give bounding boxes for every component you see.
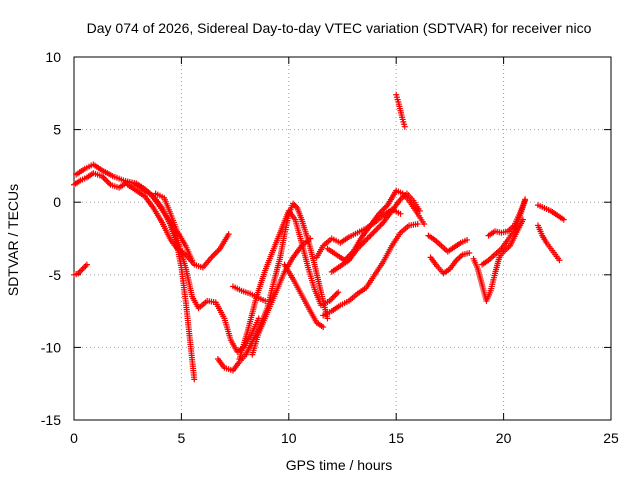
data-point bbox=[363, 236, 370, 243]
data-point bbox=[373, 226, 380, 233]
data-point bbox=[374, 225, 381, 232]
data-point bbox=[82, 263, 89, 270]
series-arc-d bbox=[152, 190, 196, 264]
data-point bbox=[307, 235, 314, 242]
data-point bbox=[332, 292, 339, 299]
y-tick-label: -10 bbox=[41, 339, 61, 355]
data-point bbox=[189, 257, 196, 264]
data-point bbox=[376, 223, 383, 230]
y-tick-label: 10 bbox=[45, 49, 61, 65]
series-arc-n bbox=[393, 91, 408, 130]
x-axis-label: GPS time / hours bbox=[286, 457, 393, 473]
y-tick-label: -15 bbox=[41, 412, 61, 428]
y-tick-label: 0 bbox=[53, 194, 61, 210]
data-series bbox=[71, 91, 567, 383]
data-point bbox=[83, 261, 90, 268]
series-arc-c bbox=[124, 181, 232, 271]
data-point bbox=[81, 264, 88, 271]
series-arc-t bbox=[534, 202, 567, 223]
data-point bbox=[401, 123, 408, 130]
series-arc-i bbox=[281, 261, 327, 331]
grid bbox=[74, 57, 611, 420]
data-point bbox=[209, 252, 216, 259]
axis-ticks: 0 5 10 15 20 25 -15 -10 -5 0 5 10 bbox=[41, 49, 619, 446]
data-point bbox=[329, 295, 336, 302]
series-arc-b bbox=[73, 161, 262, 355]
y-tick-label: -5 bbox=[49, 267, 62, 283]
chart-title: Day 074 of 2026, Sidereal Day-to-day VTE… bbox=[87, 20, 592, 36]
series-arc-u bbox=[534, 222, 563, 264]
data-point bbox=[324, 315, 331, 322]
series-arc-q bbox=[470, 216, 526, 304]
data-point bbox=[225, 231, 232, 238]
data-point bbox=[556, 257, 563, 264]
data-point bbox=[370, 229, 377, 236]
series-arc-v bbox=[71, 261, 90, 278]
data-point bbox=[191, 376, 198, 383]
data-point bbox=[330, 293, 337, 300]
data-point bbox=[101, 175, 108, 182]
data-point bbox=[397, 210, 404, 217]
data-point bbox=[414, 220, 421, 227]
plot-frame bbox=[73, 56, 612, 421]
x-tick-label: 20 bbox=[496, 430, 512, 446]
series-arc-m bbox=[324, 187, 428, 264]
data-point bbox=[103, 177, 110, 184]
data-point bbox=[364, 235, 371, 242]
data-point bbox=[262, 297, 269, 304]
data-point bbox=[335, 289, 342, 296]
data-point bbox=[367, 232, 374, 239]
y-axis-label: SDTVAR / TECUs bbox=[5, 184, 21, 296]
data-point bbox=[522, 197, 529, 204]
x-tick-label: 10 bbox=[281, 430, 297, 446]
data-point bbox=[365, 234, 372, 241]
data-point bbox=[377, 222, 384, 229]
data-point bbox=[333, 290, 340, 297]
data-point bbox=[211, 251, 218, 258]
data-point bbox=[464, 236, 471, 243]
series-arc-o bbox=[425, 232, 471, 255]
data-point bbox=[104, 178, 111, 185]
x-tick-label: 15 bbox=[388, 430, 404, 446]
x-tick-label: 25 bbox=[603, 430, 619, 446]
data-point bbox=[212, 250, 219, 257]
series-arc-k bbox=[320, 220, 421, 319]
data-point bbox=[214, 248, 221, 255]
data-point bbox=[368, 231, 375, 238]
data-point bbox=[78, 267, 85, 274]
series-arc-s bbox=[485, 197, 529, 239]
series-arc-p bbox=[427, 250, 473, 277]
data-point bbox=[466, 250, 473, 257]
series-arc-h bbox=[229, 283, 269, 304]
x-tick-label: 0 bbox=[70, 430, 78, 446]
data-point bbox=[320, 324, 327, 331]
data-point bbox=[421, 220, 428, 227]
x-tick-label: 5 bbox=[178, 430, 186, 446]
data-point bbox=[371, 228, 378, 235]
data-point bbox=[560, 216, 567, 223]
data-point bbox=[79, 265, 86, 272]
y-tick-label: 5 bbox=[53, 122, 61, 138]
series-arc-f bbox=[236, 207, 342, 363]
